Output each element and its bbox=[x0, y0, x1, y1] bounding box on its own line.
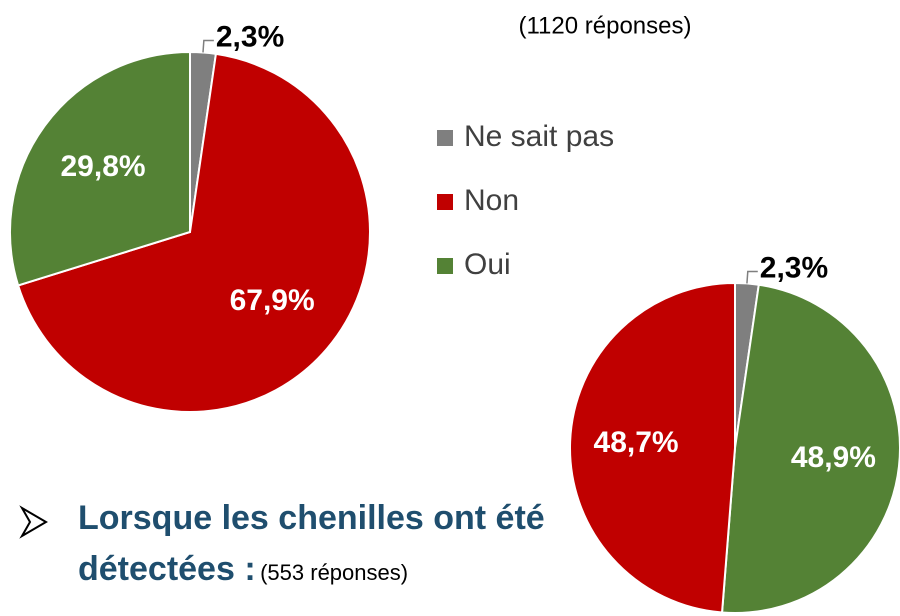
legend-label: Ne sait pas bbox=[464, 120, 614, 153]
data-label: 48,7% bbox=[594, 426, 679, 459]
data-label: 29,8% bbox=[60, 150, 145, 183]
legend-swatch bbox=[437, 194, 453, 210]
chart-title: Lorsque les chenilles ont été détectées … bbox=[78, 499, 545, 588]
chart-subtitle: (1120 réponses) bbox=[519, 12, 692, 39]
bullet-arrow bbox=[19, 505, 48, 539]
leader-line bbox=[746, 270, 758, 284]
pie-slice bbox=[16, 52, 371, 413]
leader-line bbox=[202, 39, 214, 53]
chart-subtitle: (553 réponses) bbox=[260, 560, 409, 585]
pie-slice bbox=[569, 281, 736, 614]
pie-slice bbox=[9, 50, 191, 287]
data-label: 48,9% bbox=[791, 441, 876, 474]
legend-swatch bbox=[437, 130, 453, 146]
data-label: 2,3% bbox=[216, 20, 284, 53]
legend-swatch bbox=[437, 258, 453, 274]
data-label: 67,9% bbox=[230, 284, 315, 317]
data-label: 2,3% bbox=[760, 251, 828, 284]
legend-label: Oui bbox=[464, 248, 511, 281]
pie-slice bbox=[720, 283, 900, 614]
legend-label: Non bbox=[464, 184, 519, 217]
chart-heading: Lorsque les chenilles ont été détectées … bbox=[78, 496, 558, 598]
